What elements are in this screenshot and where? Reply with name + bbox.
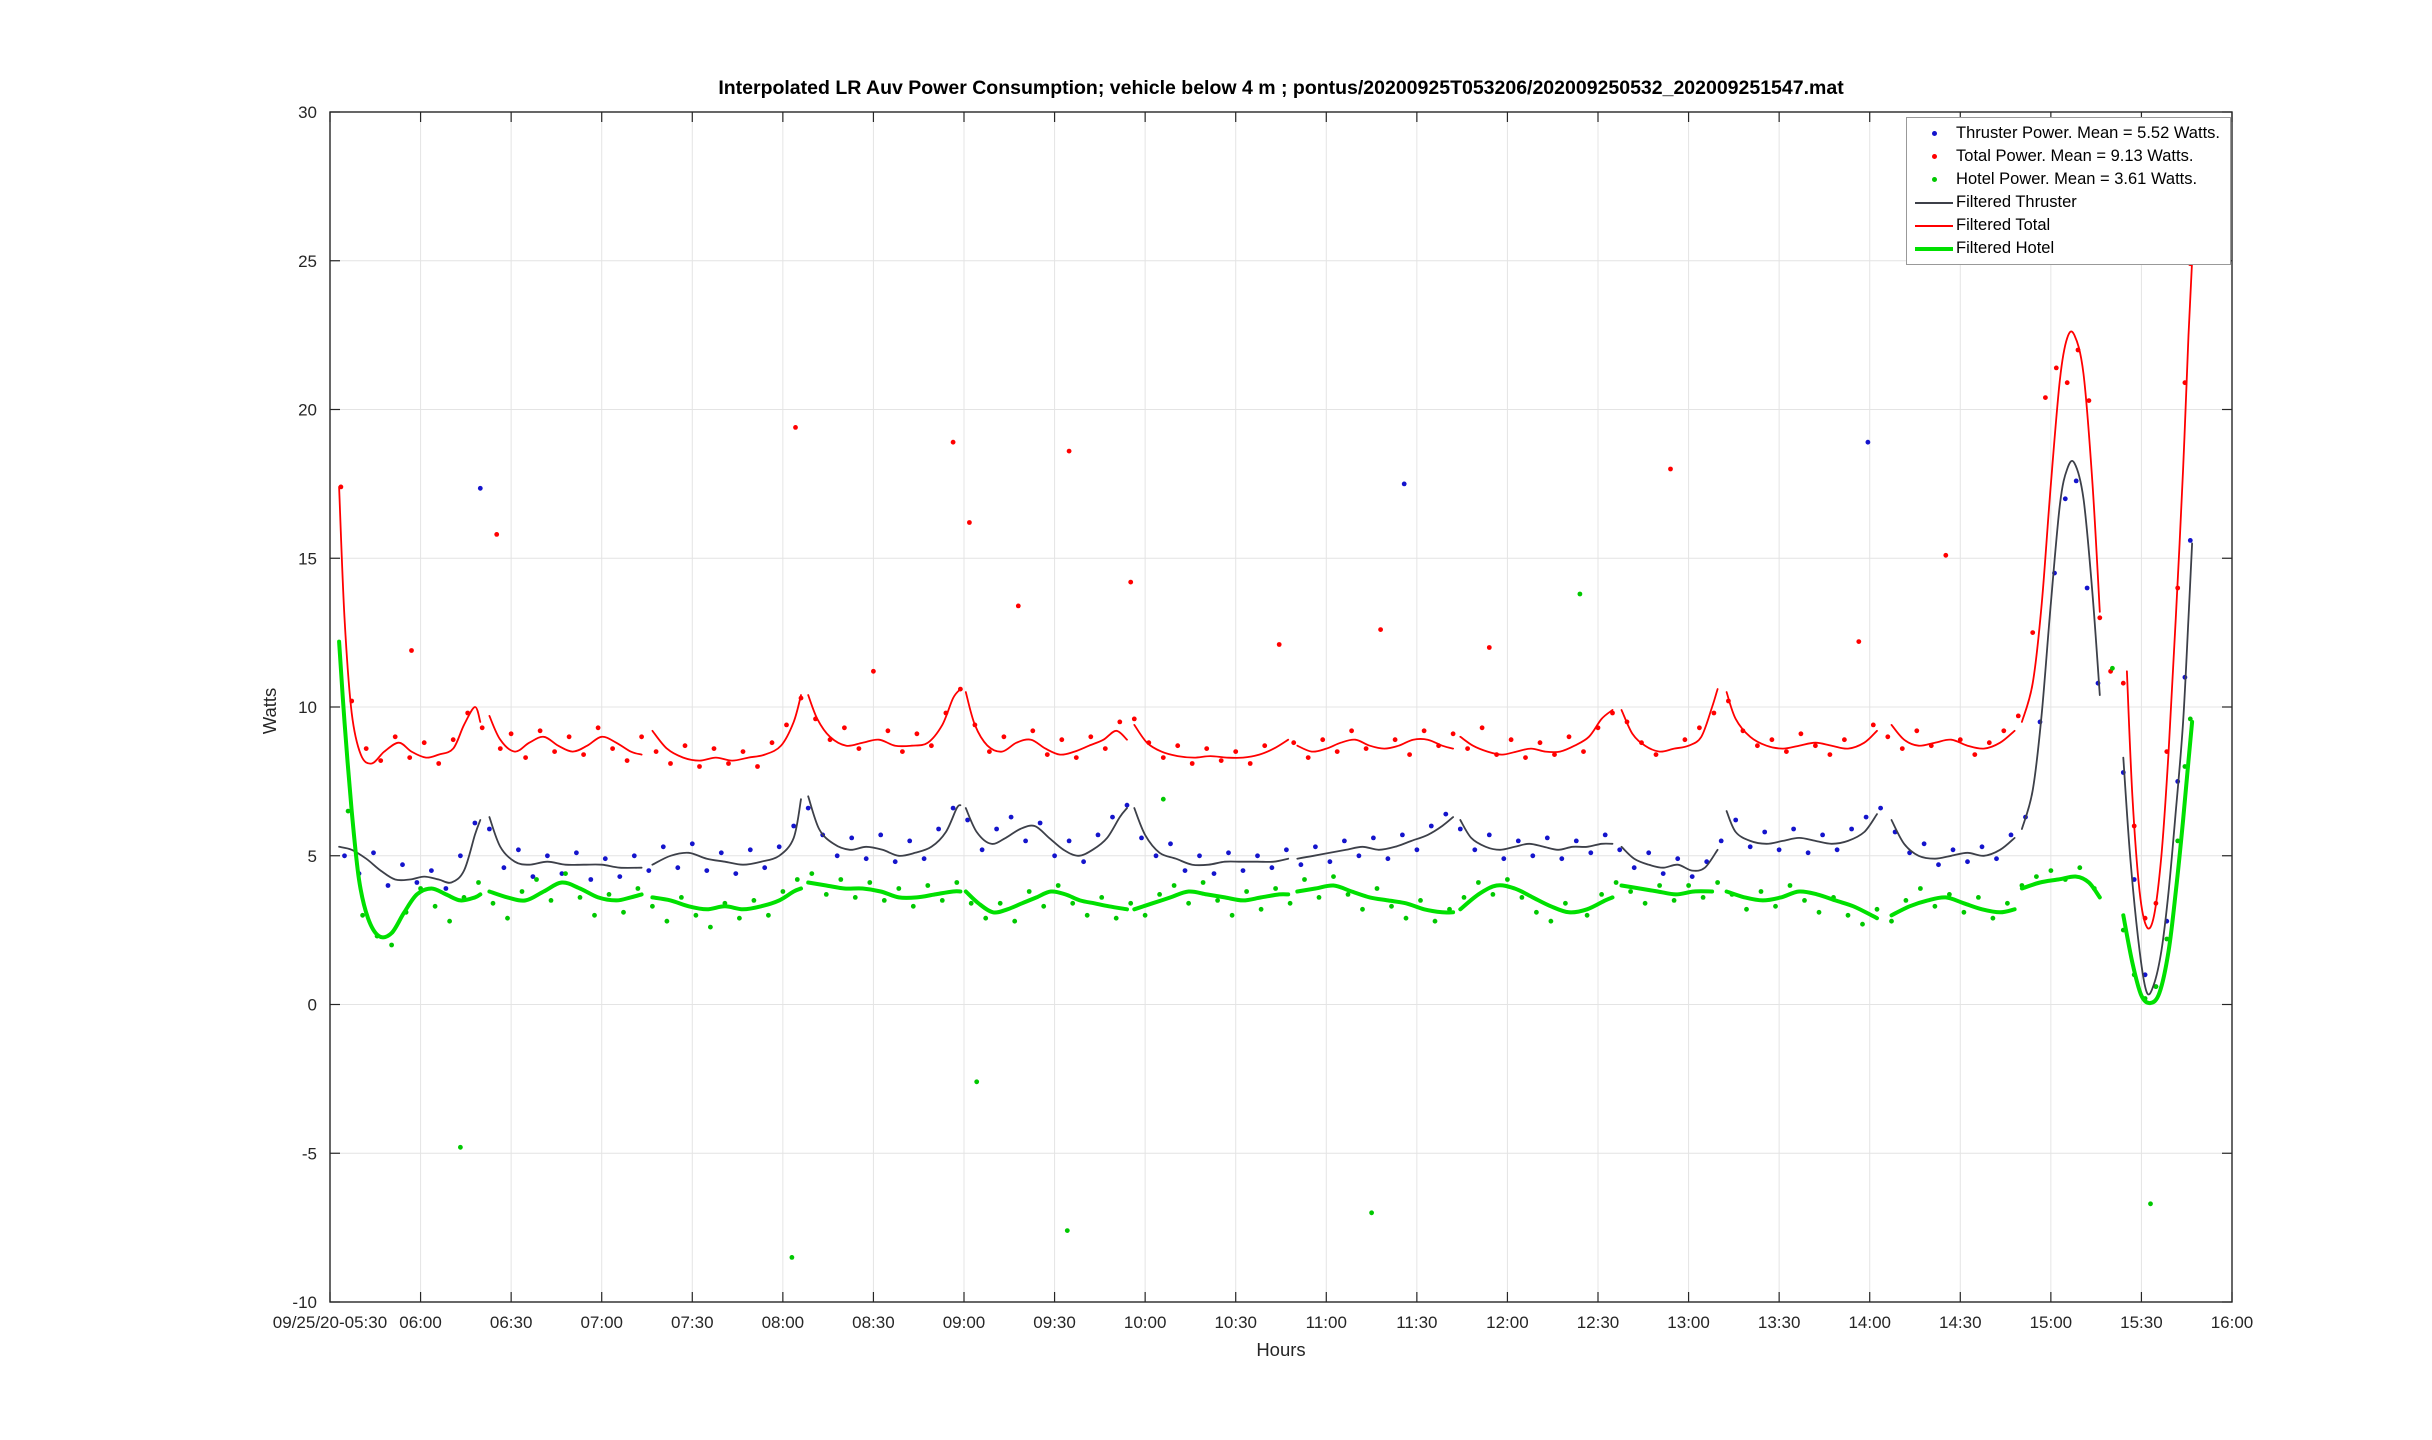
- x-tick-label: 12:00: [1486, 1313, 1529, 1332]
- tick-labels: 09/25/20-05:30 06:00 06:30 07:00 07:30 08:00 0…: [273, 103, 2253, 1332]
- y-tick-label: 20: [298, 401, 317, 420]
- x-tick-label: 13:30: [1758, 1313, 1801, 1332]
- filtered-hotel-line: [337, 639, 2195, 1006]
- y-tick-label: 15: [298, 549, 317, 568]
- x-tick-label: 09/25/20-05:30: [273, 1313, 387, 1332]
- thruster-scatter-points: [342, 439, 2193, 989]
- legend-row: Total Power. Mean = 9.13 Watts.: [1912, 145, 2220, 168]
- x-tick-label: 15:30: [2120, 1313, 2163, 1332]
- hotel-power-dot-marker: [1912, 177, 1956, 182]
- x-tick-label: 09:00: [943, 1313, 986, 1332]
- y-tick-label: -10: [292, 1293, 317, 1312]
- x-tick-label: 11:30: [1396, 1313, 1437, 1332]
- legend-label-filtered-total: Filtered Total: [1956, 216, 2051, 235]
- legend-row: Hotel Power. Mean = 3.61 Watts.: [1912, 168, 2220, 191]
- x-tick-label: 09:30: [1033, 1313, 1076, 1332]
- legend-row: Filtered Total: [1912, 214, 2220, 237]
- legend-label-filtered-hotel: Filtered Hotel: [1956, 239, 2055, 258]
- legend-label-thruster-power: Thruster Power. Mean = 5.52 Watts.: [1956, 124, 2220, 143]
- filtered-total-line: [338, 259, 2193, 930]
- x-axis-label: Hours: [1256, 1339, 1305, 1360]
- legend-label-filtered-thruster: Filtered Thruster: [1956, 193, 2077, 212]
- legend: Thruster Power. Mean = 5.52 Watts. Total…: [1906, 117, 2231, 265]
- x-tick-label: 06:30: [490, 1313, 533, 1332]
- x-tick-label: 14:00: [1848, 1313, 1891, 1332]
- y-axis-label: Watts: [259, 688, 280, 735]
- y-tick-label: 10: [298, 698, 317, 717]
- x-tick-label: 07:00: [580, 1313, 623, 1332]
- legend-row: Thruster Power. Mean = 5.52 Watts.: [1912, 122, 2220, 145]
- legend-label-hotel-power: Hotel Power. Mean = 3.61 Watts.: [1956, 170, 2198, 189]
- total-power-dot-marker: [1912, 154, 1956, 159]
- x-tick-label: 06:00: [399, 1313, 442, 1332]
- x-tick-label: 07:30: [671, 1313, 714, 1332]
- legend-label-total-power: Total Power. Mean = 9.13 Watts.: [1956, 147, 2194, 166]
- x-tick-label: 14:30: [1939, 1313, 1982, 1332]
- filtered-thruster-line-marker: [1912, 201, 1956, 204]
- legend-row: Filtered Hotel: [1912, 237, 2220, 260]
- x-tick-label: 15:00: [2030, 1313, 2073, 1332]
- filtered-total-line-marker: [1912, 224, 1956, 227]
- grid-lines: [329, 111, 2233, 1303]
- y-tick-label: 0: [308, 996, 317, 1015]
- y-tick-label: 30: [298, 103, 317, 122]
- y-tick-label: -5: [302, 1144, 317, 1163]
- x-tick-label: 10:30: [1214, 1313, 1257, 1332]
- filtered-hotel-line-marker: [1912, 246, 1956, 251]
- chart-title: Interpolated LR Auv Power Consumption; v…: [718, 77, 1844, 99]
- x-tick-label: 10:00: [1124, 1313, 1167, 1332]
- hotel-scatter-points: [345, 591, 2193, 1260]
- thruster-power-dot-marker: [1912, 131, 1956, 136]
- x-tick-label: 08:30: [852, 1313, 895, 1332]
- y-tick-label: 5: [308, 847, 317, 866]
- x-tick-label: 13:00: [1667, 1313, 1710, 1332]
- x-tick-label: 08:00: [762, 1313, 805, 1332]
- total-scatter-points: [338, 261, 2193, 921]
- legend-row: Filtered Thruster: [1912, 191, 2220, 214]
- filtered-thruster-line: [338, 460, 2193, 996]
- x-tick-label: 16:00: [2211, 1313, 2254, 1332]
- x-tick-label: 12:30: [1577, 1313, 1620, 1332]
- y-tick-label: 25: [298, 252, 317, 271]
- x-tick-label: 11:00: [1306, 1313, 1347, 1332]
